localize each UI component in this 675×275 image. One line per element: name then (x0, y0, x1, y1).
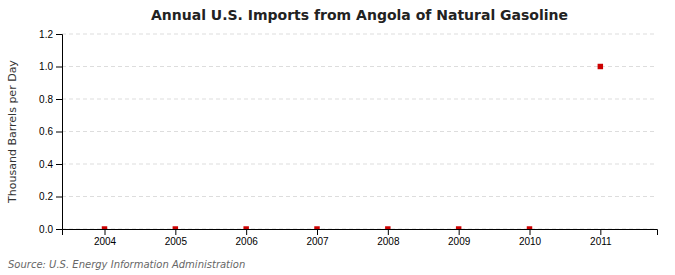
x-tick-label: 2007 (306, 236, 329, 247)
x-tick: 2011 (590, 229, 612, 247)
source: Source: U.S. Energy Information Administ… (8, 259, 245, 270)
y-tick: 0.6 (39, 126, 62, 137)
x-tick-label: 2008 (377, 236, 400, 247)
y-tick-mark (56, 164, 62, 165)
x-tick-mark (246, 229, 247, 235)
point (456, 226, 461, 229)
y-tick: 0.8 (39, 94, 62, 105)
y-tick-mark (56, 67, 62, 68)
y-axis: 0.0 0.2 0.4 0.6 0.8 1.0 1.2 (39, 29, 62, 235)
y-tick-label: 1.0 (39, 61, 53, 72)
y-tick: 1.0 (39, 61, 62, 72)
x-tick-mark (459, 229, 460, 235)
grid-line (62, 66, 657, 67)
grid-line (62, 99, 657, 100)
x-tick-label: 2006 (236, 236, 259, 247)
x-tick-mark (317, 229, 318, 235)
x-tick: 2010 (519, 229, 542, 247)
grid-line (62, 131, 657, 132)
point (598, 64, 603, 69)
y-tick: 0.2 (39, 191, 62, 202)
point (314, 226, 319, 229)
y-tick: 0.4 (39, 159, 62, 170)
grid (62, 34, 657, 229)
point (102, 226, 107, 229)
y-tick-label: 0.0 (39, 224, 53, 235)
y-axis-line (56, 35, 63, 230)
y-tick-label: 1.2 (39, 29, 53, 40)
y-tick-mark (56, 132, 62, 133)
x-tick: 2008 (377, 229, 400, 247)
x-tick: 2005 (165, 229, 188, 247)
y-tick: 0.0 (39, 224, 62, 235)
x-tick-label: 2004 (94, 236, 117, 247)
x-axis: 2004 2005 2006 2007 2008 2009 2010 2011 (63, 229, 658, 247)
y-tick-mark (56, 229, 62, 230)
grid-line (62, 34, 657, 35)
plot-area: 200420052006200720082009201020110.00.20.… (39, 29, 657, 247)
x-tick-mark (175, 229, 176, 235)
point (173, 226, 178, 229)
x-tick: 2009 (448, 229, 471, 247)
y-tick-mark (56, 197, 62, 198)
y-axis-title: Thousand Barrels per Day (6, 60, 19, 204)
y-tick-mark (56, 34, 62, 35)
x-tick-label: 2005 (165, 236, 188, 247)
points (102, 64, 603, 229)
y-tick-label: 0.2 (39, 191, 53, 202)
x-tick-label: 2011 (590, 236, 612, 247)
grid-line (62, 196, 657, 197)
x-tick-mark (105, 229, 106, 235)
point (527, 226, 532, 229)
x-tick: 2006 (236, 229, 259, 247)
title: Annual U.S. Imports from Angola of Natur… (151, 7, 568, 23)
x-tick-label: 2009 (448, 236, 471, 247)
grid-line (62, 164, 657, 165)
x-tick-mark (530, 229, 531, 235)
y-tick-label: 0.8 (39, 94, 53, 105)
y-tick: 1.2 (39, 29, 62, 40)
chart: 200420052006200720082009201020110.00.20.… (0, 0, 675, 275)
point (385, 226, 390, 229)
x-tick-label: 2010 (519, 236, 542, 247)
x-tick: 2004 (94, 229, 117, 247)
x-tick-mark (600, 229, 601, 235)
y-tick-label: 0.4 (39, 159, 53, 170)
x-axis-line (63, 230, 658, 236)
point (243, 226, 248, 229)
y-tick-label: 0.6 (39, 126, 53, 137)
x-tick-mark (388, 229, 389, 235)
y-tick-mark (56, 99, 62, 100)
x-tick: 2007 (306, 229, 329, 247)
